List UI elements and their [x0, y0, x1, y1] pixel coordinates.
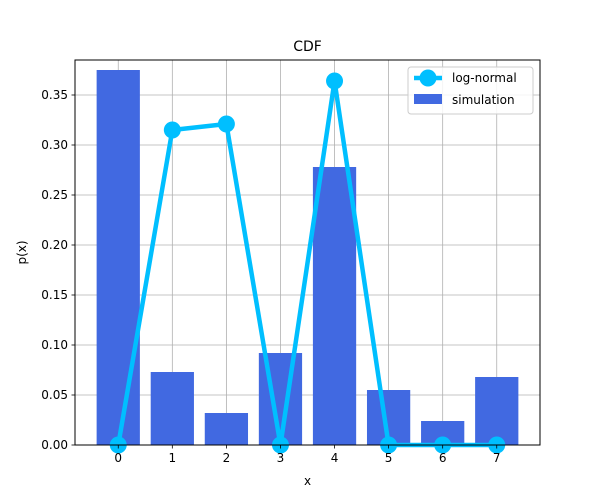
- y-tick-label: 0.20: [41, 238, 68, 252]
- y-axis-label: p(x): [15, 240, 29, 264]
- line-point: [163, 121, 181, 139]
- x-tick-label: 1: [169, 451, 177, 465]
- y-tick-label: 0.30: [41, 138, 68, 152]
- y-tick-label: 0.25: [41, 188, 68, 202]
- x-tick-label: 7: [493, 451, 501, 465]
- x-tick-label: 6: [439, 451, 447, 465]
- chart-title: CDF: [293, 39, 322, 55]
- bar: [150, 372, 194, 445]
- x-tick-label: 4: [331, 451, 339, 465]
- bar: [204, 413, 249, 445]
- legend-bar-swatch: [414, 94, 442, 104]
- y-axis-ticks: 0.00 0.05 0.10 0.15 0.20 0.25 0.30 0.35: [41, 88, 75, 452]
- y-tick-label: 0.15: [41, 288, 68, 302]
- x-axis-label: x: [304, 474, 311, 488]
- plot-frame: [74, 59, 541, 446]
- legend-label-log-normal: log-normal: [452, 71, 517, 85]
- legend-label-simulation: simulation: [452, 93, 515, 107]
- y-tick-label: 0.05: [41, 388, 68, 402]
- x-tick-label: 2: [223, 451, 231, 465]
- bar: [475, 377, 519, 445]
- line-point: [326, 72, 344, 90]
- bar: [312, 167, 357, 445]
- y-tick-label: 0.35: [41, 88, 68, 102]
- line-point: [217, 115, 235, 133]
- x-tick-label: 3: [277, 451, 285, 465]
- x-tick-label: 0: [114, 451, 122, 465]
- y-tick-label: 0.10: [41, 338, 68, 352]
- x-axis-ticks: 0 1 2 3 4 5 6 7: [114, 445, 501, 465]
- legend-line-marker: [419, 69, 437, 87]
- legend: log-normal simulation: [407, 66, 534, 115]
- y-tick-label: 0.00: [41, 438, 68, 452]
- x-tick-label: 5: [385, 451, 393, 465]
- bar: [96, 70, 140, 445]
